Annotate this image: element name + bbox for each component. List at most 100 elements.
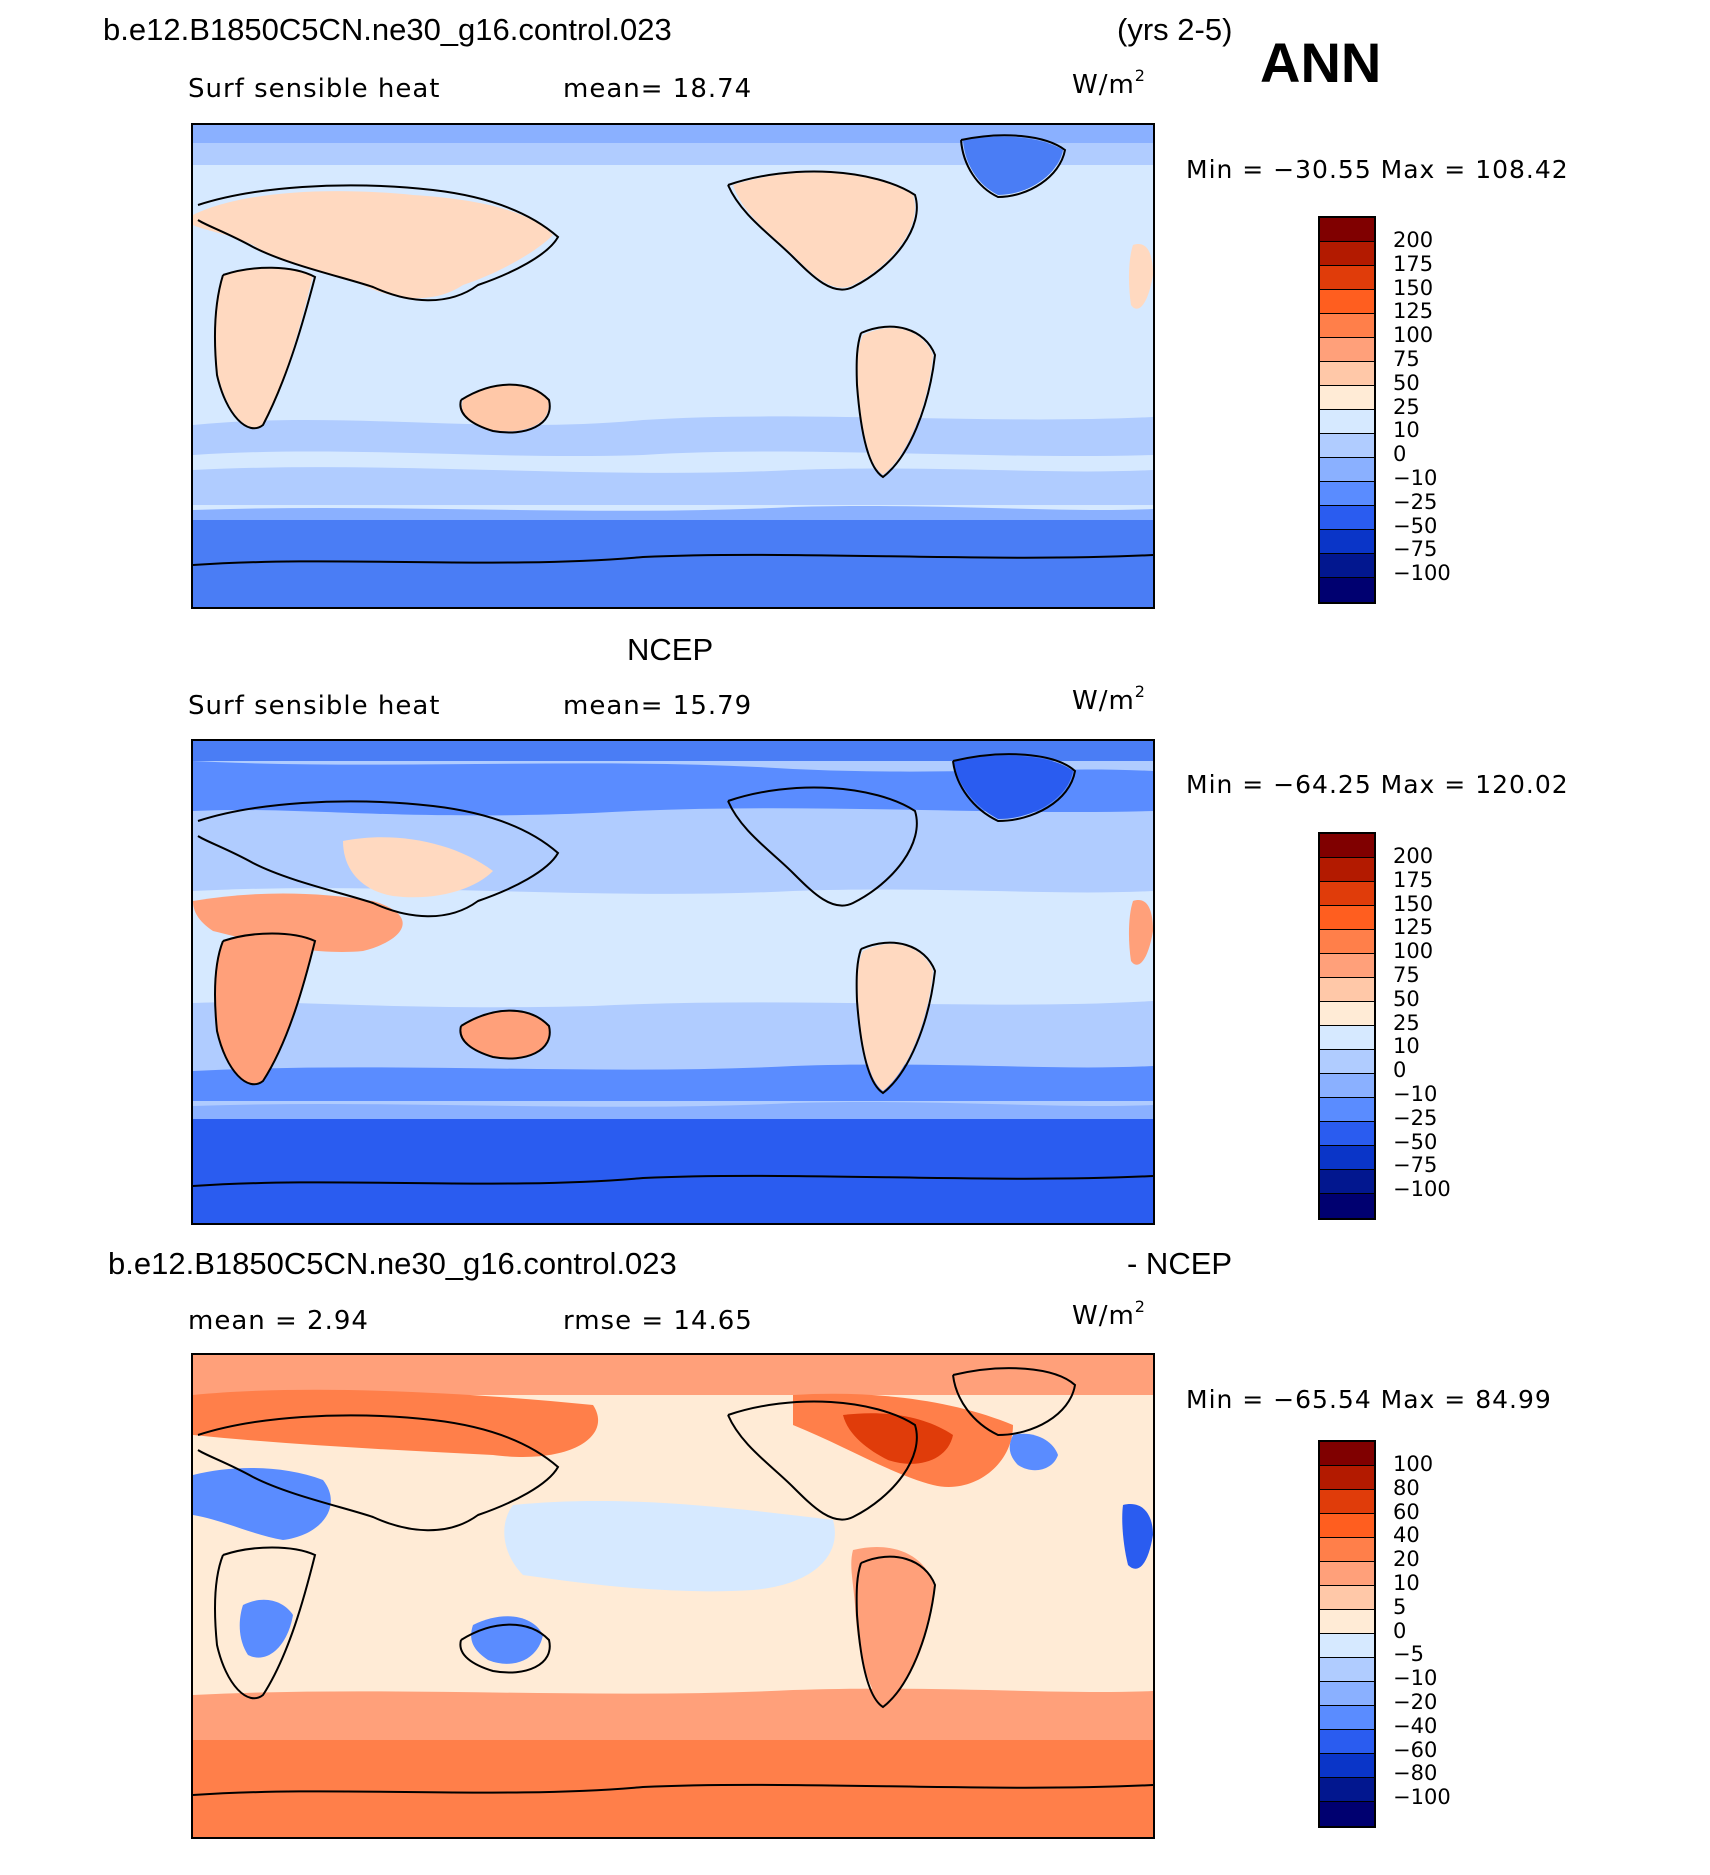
colorbar-tick: −80 xyxy=(1393,1761,1438,1786)
colorbar-tick: 5 xyxy=(1393,1594,1407,1619)
colorbar-swatch xyxy=(1320,1122,1374,1146)
panel2-map-field xyxy=(193,741,1153,1223)
colorbar-tick: 10 xyxy=(1393,1570,1420,1595)
colorbar-swatch xyxy=(1320,290,1374,314)
colorbar-tick: 175 xyxy=(1393,251,1434,276)
colorbar-tick: −50 xyxy=(1393,513,1438,538)
colorbar-tick: 200 xyxy=(1393,844,1434,868)
panel1-map-field xyxy=(193,125,1153,607)
colorbar-tick: 80 xyxy=(1393,1475,1420,1500)
season-label: ANN xyxy=(1260,31,1382,94)
colorbar-swatch xyxy=(1320,1538,1374,1562)
colorbar-tick: 40 xyxy=(1393,1523,1420,1548)
colorbar-swatch xyxy=(1320,530,1374,554)
colorbar-swatch xyxy=(1320,1802,1374,1826)
colorbar-swatch xyxy=(1320,554,1374,578)
colorbar-tick: 25 xyxy=(1393,394,1420,419)
colorbar-swatch xyxy=(1320,410,1374,434)
colorbar-swatch xyxy=(1320,1074,1374,1098)
colorbar-tick: −10 xyxy=(1393,1081,1438,1106)
panel1-variable: Surf sensible heat xyxy=(188,74,441,104)
colorbar-tick: −100 xyxy=(1393,1785,1451,1810)
colorbar-tick: −75 xyxy=(1393,537,1438,562)
colorbar-tick: 50 xyxy=(1393,986,1420,1011)
colorbar-swatch xyxy=(1320,1514,1374,1538)
panel3-title-left: b.e12.B1850C5CN.ne30_g16.control.023 xyxy=(108,1246,677,1281)
colorbar-tick: −25 xyxy=(1393,489,1438,514)
colorbar-swatch xyxy=(1320,1098,1374,1122)
colorbar-tick: −100 xyxy=(1393,1177,1451,1202)
panel2-units: W/m2 xyxy=(1072,682,1146,716)
panel1-minmax: Min = −30.55 Max = 108.42 xyxy=(1186,155,1569,184)
colorbar-swatch xyxy=(1320,1634,1374,1658)
colorbar-swatch xyxy=(1320,434,1374,458)
colorbar-swatch xyxy=(1320,218,1374,242)
panel3-mean: mean = 2.94 xyxy=(188,1306,369,1336)
colorbar-tick: −60 xyxy=(1393,1737,1438,1762)
colorbar-tick: −10 xyxy=(1393,465,1438,490)
colorbar-swatch xyxy=(1320,314,1374,338)
panel2-title: NCEP xyxy=(627,632,714,667)
panel1-units: W/m2 xyxy=(1072,66,1146,100)
colorbar-tick: 10 xyxy=(1393,418,1420,443)
colorbar-tick: 200 xyxy=(1393,228,1434,252)
colorbar-swatch xyxy=(1320,266,1374,290)
colorbar-swatch xyxy=(1320,578,1374,602)
colorbar-swatch xyxy=(1320,1146,1374,1170)
colorbar-swatch xyxy=(1320,1002,1374,1026)
colorbar-swatch xyxy=(1320,458,1374,482)
colorbar-swatch xyxy=(1320,1026,1374,1050)
colorbar-tick: −20 xyxy=(1393,1689,1438,1714)
colorbar-tick: −10 xyxy=(1393,1666,1438,1691)
colorbar-tick: 60 xyxy=(1393,1499,1420,1524)
colorbar-swatch xyxy=(1320,1706,1374,1730)
colorbar-tick: 0 xyxy=(1393,1618,1407,1643)
colorbar-tick: 175 xyxy=(1393,867,1434,892)
panel3-rmse: rmse = 14.65 xyxy=(563,1306,753,1336)
colorbar-tick: −25 xyxy=(1393,1105,1438,1130)
colorbar-swatch xyxy=(1320,482,1374,506)
colorbar-tick: 0 xyxy=(1393,442,1407,467)
colorbar-swatch xyxy=(1320,1194,1374,1218)
colorbar-swatch xyxy=(1320,1170,1374,1194)
colorbar-swatch xyxy=(1320,362,1374,386)
colorbar-tick: 150 xyxy=(1393,891,1434,916)
panel2-map xyxy=(191,739,1155,1225)
colorbar-tick: 100 xyxy=(1393,939,1434,964)
colorbar-swatch xyxy=(1320,882,1374,906)
colorbar-tick: 125 xyxy=(1393,915,1434,940)
colorbar-swatch xyxy=(1320,858,1374,882)
colorbar-tick: −100 xyxy=(1393,561,1451,586)
colorbar-tick: 125 xyxy=(1393,299,1434,324)
colorbar-tick: 100 xyxy=(1393,323,1434,348)
panel3-map xyxy=(191,1353,1155,1839)
colorbar-swatch xyxy=(1320,242,1374,266)
panel3-map-field xyxy=(193,1355,1153,1837)
colorbar-tick: −40 xyxy=(1393,1713,1438,1738)
colorbar-tick: 25 xyxy=(1393,1010,1420,1035)
colorbar-swatch xyxy=(1320,338,1374,362)
colorbar-swatch xyxy=(1320,906,1374,930)
panel1-colorbar-labels: 200 175 150 125 100 75 50 25 10 0 −10 −2… xyxy=(1393,228,1451,586)
panel1-colorbar xyxy=(1318,216,1376,604)
panel2-variable: Surf sensible heat xyxy=(188,691,441,721)
panel3-title-right: - NCEP xyxy=(1127,1246,1233,1281)
colorbar-swatch xyxy=(1320,1682,1374,1706)
colorbar-tick: 100 xyxy=(1393,1452,1434,1476)
colorbar-swatch xyxy=(1320,1490,1374,1514)
colorbar-swatch xyxy=(1320,386,1374,410)
panel3-colorbar-labels: 100 80 60 40 20 10 5 0 −5 −10 −20 −40 −6… xyxy=(1393,1452,1451,1810)
colorbar-tick: 150 xyxy=(1393,275,1434,300)
panel1-map xyxy=(191,123,1155,609)
colorbar-tick: −5 xyxy=(1393,1642,1424,1667)
colorbar-swatch xyxy=(1320,954,1374,978)
panel3-minmax: Min = −65.54 Max = 84.99 xyxy=(1186,1385,1552,1414)
panel2-colorbar xyxy=(1318,832,1376,1220)
colorbar-swatch xyxy=(1320,978,1374,1002)
colorbar-tick: 0 xyxy=(1393,1058,1407,1083)
case-title: b.e12.B1850C5CN.ne30_g16.control.023 xyxy=(103,12,672,47)
colorbar-tick: 10 xyxy=(1393,1034,1420,1059)
colorbar-swatch xyxy=(1320,1754,1374,1778)
colorbar-swatch xyxy=(1320,1442,1374,1466)
colorbar-tick: 75 xyxy=(1393,346,1420,371)
